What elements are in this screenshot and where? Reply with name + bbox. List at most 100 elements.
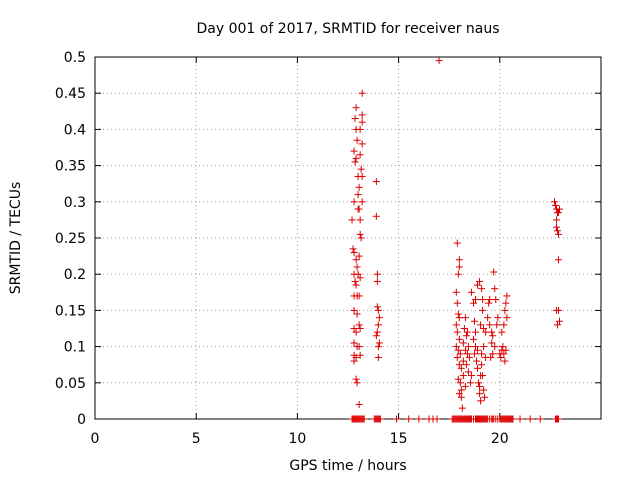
data-point bbox=[358, 172, 366, 180]
data-point bbox=[353, 136, 361, 144]
data-point bbox=[373, 303, 381, 311]
data-point bbox=[354, 270, 362, 278]
data-point bbox=[488, 328, 496, 336]
data-point bbox=[479, 296, 487, 304]
y-tick-label: 0.1 bbox=[64, 340, 86, 356]
data-point bbox=[479, 306, 487, 314]
data-point bbox=[358, 118, 366, 126]
data-point bbox=[455, 335, 463, 343]
data-point bbox=[486, 321, 494, 329]
data-point bbox=[499, 343, 507, 351]
data-point bbox=[493, 321, 501, 329]
data-point bbox=[480, 325, 488, 332]
data-point bbox=[433, 415, 441, 423]
data-point bbox=[453, 299, 461, 307]
grid bbox=[95, 57, 601, 419]
data-point bbox=[479, 372, 487, 380]
data-point bbox=[478, 285, 486, 293]
data-point bbox=[472, 328, 480, 336]
data-point bbox=[464, 343, 472, 351]
data-point bbox=[480, 343, 488, 351]
data-point bbox=[490, 268, 498, 276]
data-point bbox=[360, 415, 368, 423]
data-point bbox=[554, 209, 562, 217]
data-point bbox=[376, 415, 384, 423]
data-point bbox=[478, 361, 486, 369]
data-point bbox=[355, 205, 363, 213]
data-point bbox=[491, 343, 499, 351]
data-point bbox=[554, 306, 562, 314]
data-point bbox=[553, 321, 561, 329]
data-point bbox=[556, 317, 564, 325]
y-tick-label: 0.3 bbox=[64, 195, 86, 211]
data-point bbox=[355, 183, 363, 191]
data-point bbox=[352, 104, 360, 112]
data-point bbox=[373, 328, 381, 336]
data-point bbox=[356, 125, 364, 133]
data-point bbox=[452, 288, 460, 296]
x-tick-label: 20 bbox=[491, 431, 509, 447]
data-point bbox=[467, 288, 475, 296]
data-point bbox=[374, 343, 382, 351]
data-point bbox=[350, 339, 358, 347]
data-point bbox=[476, 382, 484, 390]
data-point bbox=[353, 310, 361, 318]
data-point bbox=[552, 216, 560, 224]
y-tick-label: 0.15 bbox=[55, 303, 86, 319]
data-point bbox=[474, 364, 482, 372]
data-point bbox=[473, 357, 481, 365]
data-point bbox=[372, 332, 380, 340]
data-point bbox=[455, 390, 463, 398]
data-point bbox=[348, 216, 356, 224]
data-point bbox=[494, 314, 502, 322]
data-point bbox=[452, 321, 460, 329]
data-point bbox=[489, 350, 497, 358]
data-point bbox=[374, 306, 382, 314]
x-tick-label: 5 bbox=[192, 431, 201, 447]
data-point bbox=[456, 379, 464, 387]
data-point bbox=[455, 314, 463, 322]
data-point bbox=[356, 151, 364, 159]
data-point bbox=[553, 227, 561, 235]
data-point bbox=[353, 263, 361, 271]
data-point bbox=[351, 277, 359, 285]
data-point bbox=[372, 212, 380, 220]
data-point bbox=[497, 353, 505, 361]
data-point bbox=[554, 415, 562, 423]
data-point bbox=[474, 346, 482, 354]
data-point bbox=[405, 415, 413, 423]
x-tick-label: 15 bbox=[390, 431, 408, 447]
data-point bbox=[476, 390, 484, 398]
data-point bbox=[526, 415, 534, 423]
data-point bbox=[482, 328, 490, 336]
data-point bbox=[500, 350, 508, 358]
data-point bbox=[452, 343, 460, 351]
data-point bbox=[501, 357, 509, 365]
data-point bbox=[350, 248, 358, 256]
data-point bbox=[475, 379, 483, 387]
data-point bbox=[356, 216, 364, 224]
data-point bbox=[355, 292, 363, 300]
data-point bbox=[461, 382, 469, 390]
axis-ticks bbox=[94, 56, 601, 420]
data-point bbox=[350, 198, 358, 206]
data-point bbox=[516, 415, 524, 423]
y-axis-label: SRMTID / TECUs bbox=[8, 182, 24, 295]
data-point bbox=[480, 386, 488, 394]
data-point bbox=[374, 321, 382, 329]
data-point bbox=[459, 357, 467, 365]
data-point bbox=[550, 198, 558, 206]
data-point bbox=[463, 350, 471, 358]
data-point bbox=[355, 401, 363, 409]
x-tick-label: 10 bbox=[288, 431, 306, 447]
data-point bbox=[356, 351, 364, 359]
data-point bbox=[455, 361, 463, 369]
data-point bbox=[352, 154, 360, 162]
data-point bbox=[491, 285, 499, 293]
data-point bbox=[350, 325, 358, 332]
data-point bbox=[455, 263, 463, 271]
data-point bbox=[477, 321, 485, 329]
data-point bbox=[355, 321, 363, 329]
data-point bbox=[358, 140, 366, 148]
